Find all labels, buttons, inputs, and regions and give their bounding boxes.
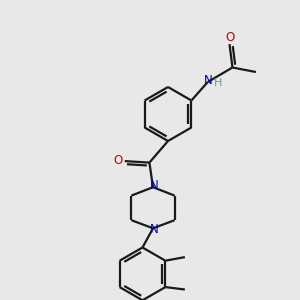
Text: N: N	[149, 223, 158, 236]
Text: N: N	[149, 179, 158, 192]
Text: O: O	[226, 31, 235, 44]
Text: H: H	[214, 78, 222, 88]
Text: O: O	[114, 154, 123, 167]
Text: N: N	[203, 74, 212, 87]
